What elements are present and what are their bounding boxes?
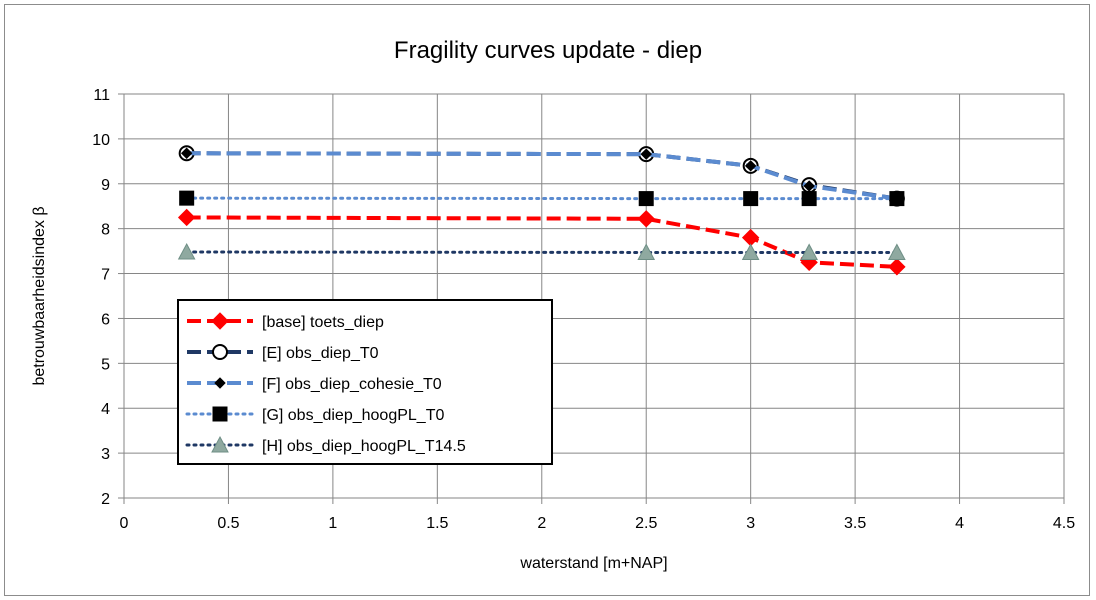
y-axis-ticks: 2 3 4 5 6 7 8 9 10 11 [92,87,124,508]
y-tick-label: 4 [101,401,110,418]
chart-title: Fragility curves update - diep [394,37,702,64]
x-tick-label: 0 [120,515,129,532]
legend-marker [211,435,229,453]
legend-item: [base] toets_diep [187,312,384,331]
data-point [179,190,195,206]
x-axis-label: waterstand [m+NAP] [519,555,667,572]
plot-area-border [123,93,1065,499]
x-tick-label: 0.5 [217,515,239,532]
x-tick-label: 4 [955,515,964,532]
data-point [638,191,654,207]
data-point [180,147,193,159]
data-point [177,208,196,227]
series-4 [179,190,905,207]
x-tick-label: 3 [746,515,755,532]
x-tick-label: 4.5 [1053,515,1075,532]
legend-label: [F] obs_diep_cohesie_T0 [262,376,442,393]
data-point [744,160,757,172]
y-tick-label: 3 [101,446,110,463]
legend-marker [212,406,228,422]
data-point [640,148,652,160]
legend-item: [E] obs_diep_T0 [187,344,379,362]
data-point [741,228,760,247]
y-tick-label: 10 [92,132,110,149]
legend-item: [G] obs_diep_hoogPL_T0 [185,406,444,424]
x-tick-label: 2.5 [635,515,657,532]
y-axis-label: betrouwbaarheidsindex β [31,206,48,385]
y-tick-label: 9 [101,177,110,194]
legend-label: [H] obs_diep_hoogPL_T14.5 [262,438,466,455]
data-point [741,243,760,260]
y-tick-label: 7 [101,267,110,284]
series-1 [177,208,906,276]
legend-item: [F] obs_diep_cohesie_T0 [187,376,442,393]
x-tick-label: 3.5 [844,515,866,532]
x-tick-label: 1.5 [426,515,448,532]
data-point [889,191,905,207]
legend-label: [base] toets_diep [262,314,384,331]
data-point [800,243,818,260]
legend: [base] toets_diep [E] obs_diep_T0 [F] obs_… [177,299,553,465]
legend-label: [G] obs_diep_hoogPL_T0 [262,407,444,424]
legend-marker [212,344,228,360]
y-tick-label: 2 [101,491,110,508]
data-point [743,191,759,207]
data-point [637,210,655,228]
legend-item: [H] obs_diep_hoogPL_T14.5 [185,435,466,455]
y-tick-label: 5 [101,356,110,373]
legend-label: [E] obs_diep_T0 [262,345,379,362]
y-tick-label: 6 [101,311,110,328]
data-point [803,180,815,192]
x-tick-label: 1 [328,515,337,532]
data-point [177,242,196,260]
data-point [801,191,817,207]
x-tick-label: 2 [537,515,546,532]
y-tick-label: 8 [101,222,110,239]
data-point [888,243,906,260]
series-5 [177,242,906,260]
series-group [177,145,906,276]
data-point [888,258,906,276]
legend-marker [214,377,226,389]
data-point [637,243,656,260]
x-axis-ticks: 0 0.5 1 1.5 2 2.5 3 3.5 4 4.5 [120,498,1075,532]
legend-marker [211,312,229,330]
y-tick-label: 11 [93,87,110,104]
